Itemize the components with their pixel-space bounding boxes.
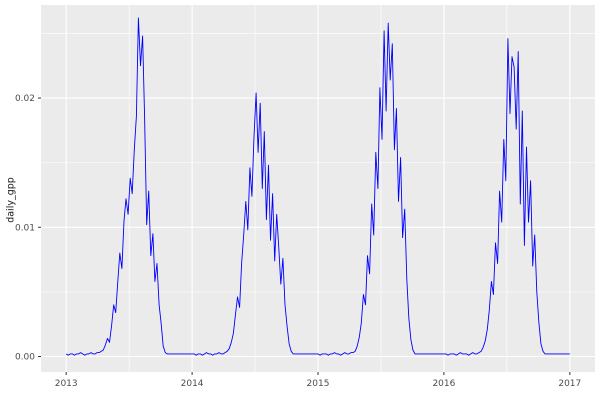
x-tick-label: 2015 — [307, 379, 330, 389]
x-tick-label: 2016 — [432, 379, 455, 389]
y-tick-label: 0.00 — [15, 352, 35, 362]
x-tick-label: 2014 — [181, 379, 204, 389]
y-axis-title: daily_gpp — [5, 177, 17, 223]
y-tick-label: 0.02 — [15, 94, 35, 104]
y-tick-label: 0.01 — [15, 223, 35, 233]
x-tick-label: 2013 — [55, 379, 78, 389]
x-tick-label: 2017 — [558, 379, 581, 389]
daily-gpp-line — [65, 17, 570, 356]
